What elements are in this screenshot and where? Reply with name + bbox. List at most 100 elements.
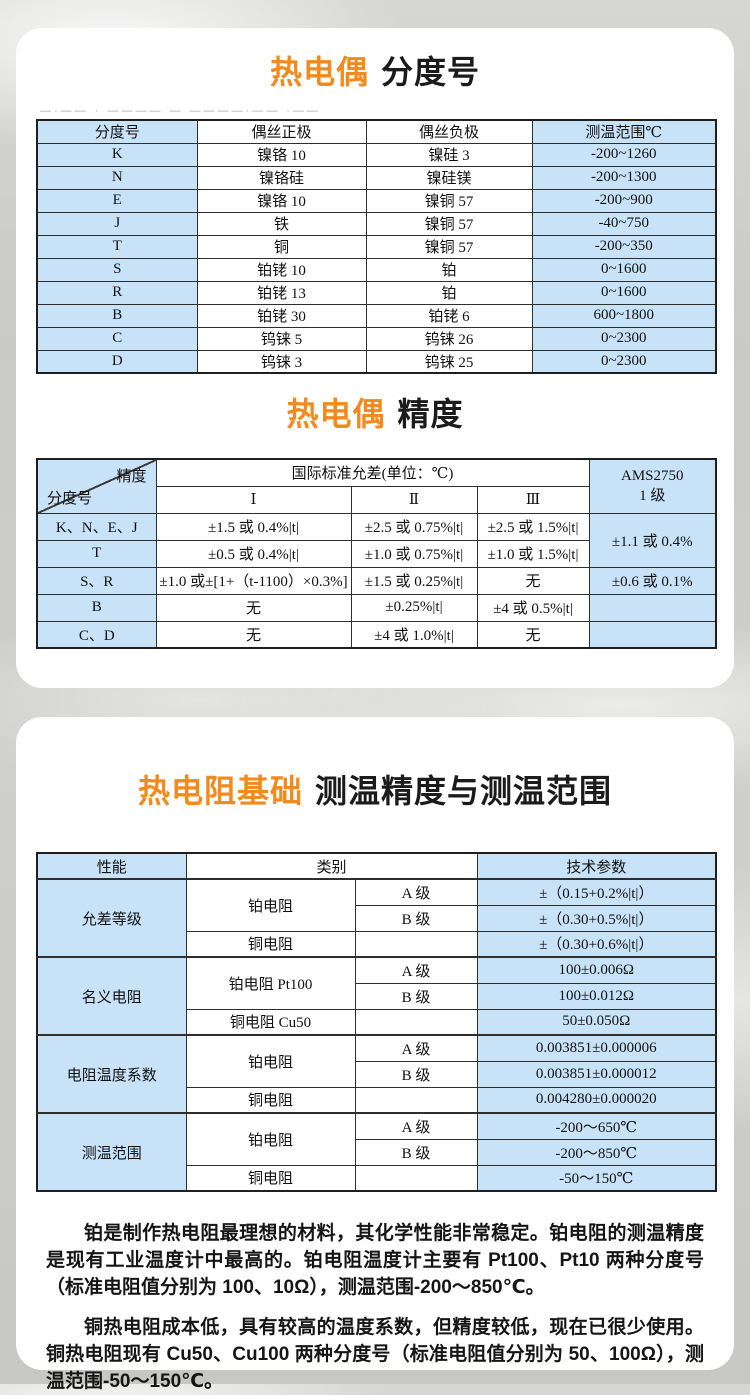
ams-header: AMS2750 1 级 (588, 458, 717, 514)
table-cell: 无 (155, 593, 352, 622)
table-cell: C、D (36, 620, 157, 649)
table-cell: 0~2300 (531, 349, 717, 374)
table-row: K、N、E、J ±1.5 或 0.4%|t| ±2.5 或 0.75%|t| ±… (36, 512, 717, 568)
column-header: 性能 (36, 852, 187, 880)
table-row: 电阻温度系数 铂电阻 A 级 0.003851±0.000006 (36, 1034, 717, 1114)
table-cell: 铂铑 30 (196, 303, 367, 328)
table-cell (354, 1164, 478, 1192)
table-cell: ±（0.30+0.5%|t|） (476, 904, 717, 932)
table-cell: 镍铬硅 (196, 165, 367, 190)
table-cell: 钨铼 5 (196, 326, 367, 351)
table-cell: 无 (155, 620, 352, 649)
column-header: Ⅰ (155, 485, 352, 514)
table-cell: ±4 或 0.5%|t| (476, 593, 590, 622)
table-cell: -50～150℃ (476, 1164, 717, 1192)
table-cell: B (36, 593, 157, 622)
table-cell (588, 620, 717, 649)
table-cell: ±1.0 或±[1+（t-1100）×0.3%] (155, 566, 352, 595)
row-group-label: 允差等级 (36, 878, 187, 958)
table-row: B 无 ±0.25%|t| ±4 或 0.5%|t| (36, 593, 717, 622)
table-cell (354, 930, 478, 958)
table-cell: A 级 (354, 1112, 478, 1140)
table-row: 铜电阻 Cu50 50±0.050Ω (37, 1008, 717, 1036)
section1-title-highlight: 热电偶 (269, 54, 369, 90)
corner-label-bottom: 分度号 (47, 490, 93, 507)
table-cell: -200~350 (531, 234, 717, 259)
table-cell (354, 1008, 478, 1036)
table-cell: R (36, 280, 198, 305)
table-header-row: 精度 分度号 国际标准允差(单位：℃) AMS2750 1 级 (36, 458, 717, 514)
table-row: B 级 -200～850℃ (37, 1138, 717, 1166)
table-cell: 铜电阻 (185, 930, 356, 958)
row-group-label: 测温范围 (36, 1112, 187, 1192)
table-cell: 镍铬 10 (196, 142, 367, 167)
table-cell: 铂 (365, 280, 533, 305)
table-cell: 铜电阻 (185, 1164, 356, 1192)
table-cell: K、N、E、J (36, 512, 157, 541)
table-cell: 100±0.012Ω (476, 982, 717, 1010)
table-cell: 铂 (365, 257, 533, 282)
section1-title: 热电偶 分度号 (16, 50, 734, 94)
thermocouple-card: 热电偶 分度号 —·—— · ———— — ————·—— ·—— 分度号 偶丝正… (16, 28, 734, 688)
table-cell: 600~1800 (531, 303, 717, 328)
table-cell: ±1.5 或 0.25%|t| (350, 566, 478, 595)
table-cell: -200~1300 (531, 165, 717, 190)
table-cell: T (36, 234, 198, 259)
table-cell: B 级 (354, 982, 478, 1010)
section1-title-rest: 分度号 (381, 54, 481, 90)
column-header: 技术参数 (476, 852, 717, 880)
row-group-label: 名义电阻 (36, 956, 187, 1036)
table-cell: 钨铼 26 (365, 326, 533, 351)
table-cell: 0.003851±0.000012 (476, 1060, 717, 1088)
section2-title-rest: 精度 (397, 396, 464, 432)
table-cell: -40~750 (531, 211, 717, 236)
table-cell: ±1.5 或 0.4%|t| (155, 512, 352, 541)
table-row: N 镍铬硅 镍硅镁 -200~1300 (36, 165, 717, 190)
table-cell (354, 1086, 478, 1114)
table-cell: ±0.5 或 0.4%|t| (155, 539, 352, 568)
table-cell: 钨铼 3 (196, 349, 367, 374)
table-cell: 镍铬 10 (196, 188, 367, 213)
table-cell: 50±0.050Ω (476, 1008, 717, 1036)
section2-title: 热电偶 精度 (16, 392, 734, 436)
table-cell: B (36, 303, 198, 328)
table-row: T 铜镍铜 57 -200~350 (36, 234, 717, 259)
ams-header-line1: AMS2750 (621, 468, 684, 485)
thermocouple-accuracy-table: 精度 分度号 国际标准允差(单位：℃) AMS2750 1 级 Ⅰ Ⅱ Ⅲ K、… (36, 458, 718, 649)
table-row: D 钨铼 3 钨铼 25 0~2300 (36, 349, 717, 374)
clipped-text: —·—— · ———— — ————·—— ·—— (40, 107, 321, 116)
table-cell: 镍铜 57 (365, 188, 533, 213)
table-cell: B 级 (354, 1060, 478, 1088)
table-cell: 无 (476, 566, 590, 595)
table-cell: ±2.5 或 0.75%|t| (350, 512, 478, 541)
table-cell: C (36, 326, 198, 351)
column-header: 类别 (185, 852, 478, 880)
table-cell: -200~1260 (531, 142, 717, 167)
table-cell: 铁 (196, 211, 367, 236)
table-cell: ±4 或 1.0%|t| (350, 620, 478, 649)
clipped-text-artifact: —·—— · ———— — ————·—— ·—— (40, 107, 734, 116)
column-header: 测温范围℃ (531, 119, 717, 144)
table-cell: ±0.25%|t| (350, 593, 478, 622)
table-cell: 100±0.006Ω (476, 956, 717, 984)
column-header: Ⅱ (350, 485, 478, 514)
table-cell: A 级 (354, 878, 478, 906)
table-cell: 铂铑 13 (196, 280, 367, 305)
table-cell: 铜电阻 (185, 1086, 356, 1114)
thermocouple-type-table: 分度号 偶丝正极 偶丝负极 测温范围℃ K 镍铬 10 镍硅 3 -200~1260 … (36, 119, 717, 374)
column-header: 偶丝正极 (196, 119, 367, 144)
table-cell: -200～650℃ (476, 1112, 717, 1140)
copper-rtd-paragraph: 铜热电阻成本低，具有较高的温度系数，但精度较低，现在已很少使用。铜热电阻现有 C… (46, 1317, 704, 1392)
table-cell: -200～850℃ (476, 1138, 717, 1166)
table-cell: B 级 (354, 1138, 478, 1166)
table-row: T ±0.5 或 0.4%|t| ±1.0 或 0.75%|t| ±1.0 或 … (36, 539, 716, 568)
table-cell: A 级 (354, 956, 478, 984)
row-group-label: 电阻温度系数 (36, 1034, 187, 1114)
table-cell: 0.003851±0.000006 (476, 1034, 717, 1062)
section3-title-rest: 测温精度与测温范围 (315, 773, 613, 809)
platinum-rtd-paragraph: 铂是制作热电阻最理想的材料，其化学性能非常稳定。铂电阻的测温精度是现有工业温度计… (46, 1223, 704, 1298)
table-cell: 铂铑 6 (365, 303, 533, 328)
table-cell: ±1.1 或 0.4% (588, 512, 717, 568)
table-row: C、D 无 ±4 或 1.0%|t| 无 (36, 620, 717, 649)
table-cell: 铂电阻 (185, 1034, 356, 1088)
